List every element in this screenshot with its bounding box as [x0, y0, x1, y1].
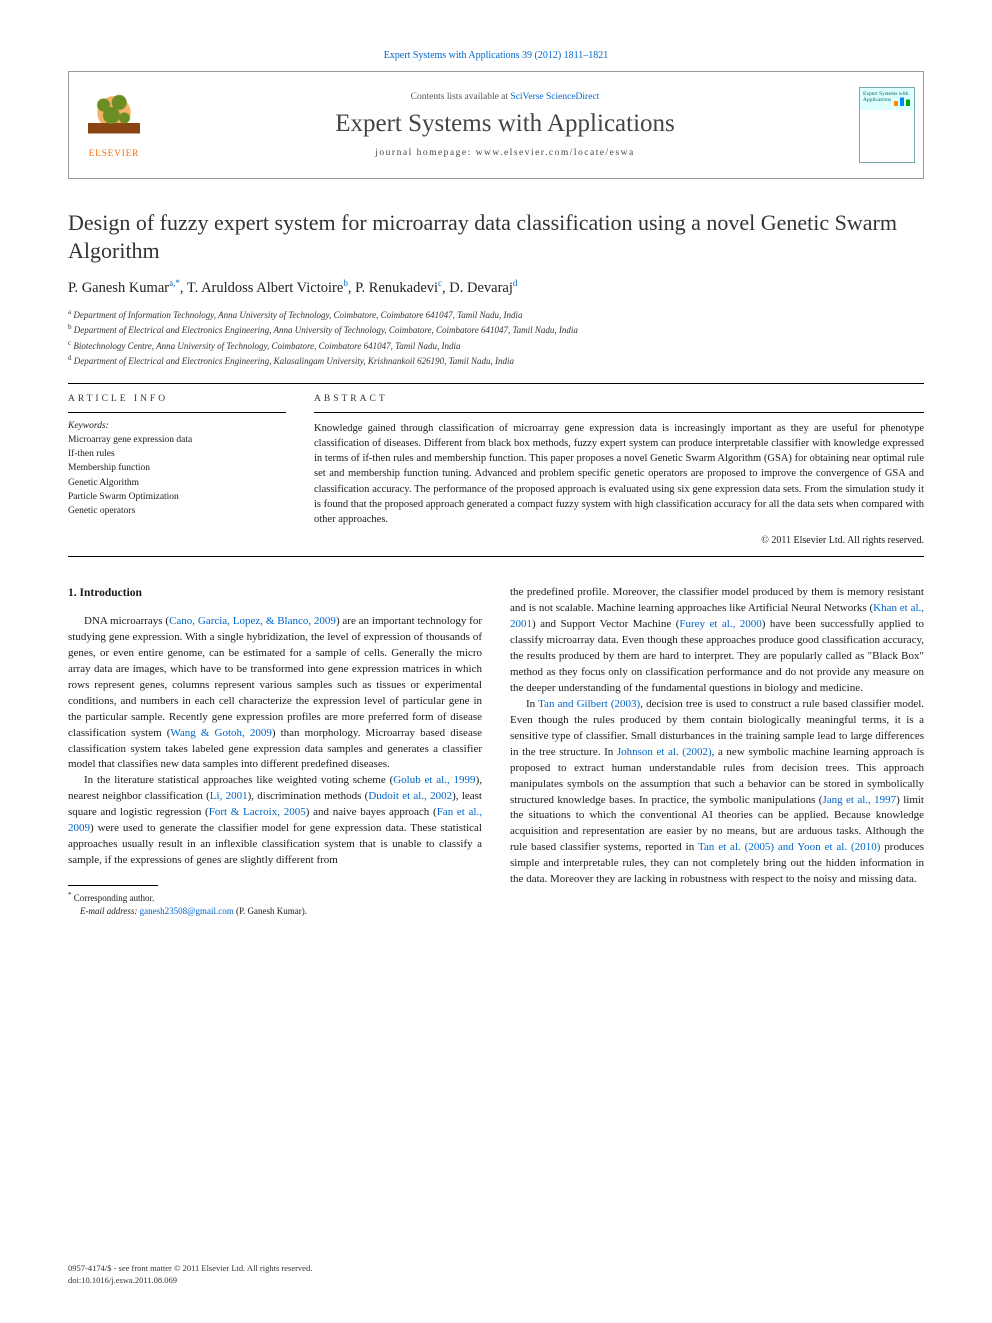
t: ) are an important technology for studyi…: [68, 615, 482, 739]
kw-4: Particle Swarm Optimization: [68, 490, 286, 504]
affil-2-text: Biotechnology Centre, Anna University of…: [73, 341, 460, 351]
corr-label: Corresponding author.: [74, 893, 155, 903]
elsevier-logo: ELSEVIER: [69, 72, 159, 178]
affil-1-mark: b: [68, 323, 72, 331]
ref-cano-2009[interactable]: Cano, Garcia, Lopez, & Blanco, 2009: [169, 615, 336, 627]
col1-p1: DNA microarrays (Cano, Garcia, Lopez, & …: [68, 614, 482, 773]
ref-dudoit-2002[interactable]: Dudoit et al., 2002: [368, 790, 452, 802]
ref-jang-1997[interactable]: Jang et al., 1997: [822, 794, 896, 806]
affil-0-mark: a: [68, 308, 71, 316]
column-right: the predefined profile. Moreover, the cl…: [510, 585, 924, 917]
corresponding-author: * Corresponding author. E-mail address: …: [68, 891, 482, 917]
t: the predefined profile. Moreover, the cl…: [510, 586, 924, 614]
footer-block: 0957-4174/$ - see front matter © 2011 El…: [68, 1263, 312, 1287]
email-label: E-mail address:: [80, 906, 140, 916]
homepage-link[interactable]: www.elsevier.com/locate/eswa: [476, 148, 635, 158]
contents-line: Contents lists available at SciVerse Sci…: [411, 92, 600, 102]
author-0-name: P. Ganesh Kumar: [68, 280, 169, 296]
col2-p2: In Tan and Gilbert (2003), decision tree…: [510, 697, 924, 888]
col2-p1: the predefined profile. Moreover, the cl…: [510, 585, 924, 697]
journal-reference: Expert Systems with Applications 39 (201…: [68, 50, 924, 61]
corr-star: *: [68, 891, 72, 899]
ref-tan-yoon[interactable]: Tan et al. (2005) and Yoon et al. (2010): [698, 841, 880, 853]
paper-title: Design of fuzzy expert system for microa…: [68, 209, 924, 264]
t: ) and Support Vector Machine (: [532, 618, 679, 630]
body-columns: 1. Introduction DNA microarrays (Cano, G…: [68, 585, 924, 917]
meta-row: ARTICLE INFO Keywords: Microarray gene e…: [68, 394, 924, 547]
t: ) were used to generate the classifier m…: [68, 822, 482, 866]
col1-p2: In the literature statistical approaches…: [68, 773, 482, 869]
footer-line1: 0957-4174/$ - see front matter © 2011 El…: [68, 1263, 312, 1275]
t: In: [526, 698, 538, 710]
contents-prefix: Contents lists available at: [411, 92, 511, 102]
journal-header: ELSEVIER Contents lists available at Sci…: [68, 71, 924, 179]
abstract-block: ABSTRACT Knowledge gained through classi…: [314, 394, 924, 547]
column-left: 1. Introduction DNA microarrays (Cano, G…: [68, 585, 482, 917]
author-1-name: T. Aruldoss Albert Victoire: [187, 280, 343, 296]
affil-0-text: Department of Information Technology, An…: [73, 310, 522, 320]
footer-line2: doi:10.1016/j.eswa.2011.08.069: [68, 1275, 312, 1287]
affil-1-text: Department of Electrical and Electronics…: [74, 325, 578, 335]
abstract-head: ABSTRACT: [314, 394, 924, 404]
article-info-block: ARTICLE INFO Keywords: Microarray gene e…: [68, 394, 286, 547]
ref-fort-2005[interactable]: Fort & Lacroix, 2005: [209, 806, 306, 818]
affiliations: a Department of Information Technology, …: [68, 307, 924, 369]
kw-3: Genetic Algorithm: [68, 476, 286, 490]
article-info-head: ARTICLE INFO: [68, 394, 286, 404]
kw-1: If-then rules: [68, 447, 286, 461]
elsevier-tree-icon: [88, 92, 140, 144]
kw-2: Membership function: [68, 461, 286, 475]
kw-0: Microarray gene expression data: [68, 433, 286, 447]
journal-cover-thumb: Expert Systems with Applications: [851, 72, 923, 178]
header-center: Contents lists available at SciVerse Sci…: [159, 72, 851, 178]
meta-left-rule: [68, 412, 286, 413]
author-3-name: D. Devaraj: [449, 280, 513, 296]
section-1-head: 1. Introduction: [68, 585, 482, 602]
ref-li-2001[interactable]: Li, 2001: [210, 790, 248, 802]
author-3-marks: d: [513, 278, 518, 288]
ref-golub-1999[interactable]: Golub et al., 1999: [393, 774, 475, 786]
homepage-prefix: journal homepage:: [375, 148, 475, 158]
ref-furey-2000[interactable]: Furey et al., 2000: [679, 618, 761, 630]
author-0-marks: a,*: [169, 278, 180, 288]
affil-3-text: Department of Electrical and Electronics…: [74, 356, 514, 366]
cover-bars-icon: [894, 94, 910, 106]
corr-separator: [68, 885, 158, 886]
abstract-text: Knowledge gained through classification …: [314, 421, 924, 528]
cover-mini: Expert Systems with Applications: [859, 87, 915, 163]
affil-3-mark: d: [68, 354, 72, 362]
publisher-name: ELSEVIER: [89, 148, 140, 158]
author-2-marks: c: [438, 278, 442, 288]
t: DNA microarrays (: [84, 615, 169, 627]
ref-tan-2003[interactable]: Tan and Gilbert (2003): [538, 698, 640, 710]
divider-bottom: [68, 556, 924, 557]
divider-top: [68, 383, 924, 384]
meta-right-rule: [314, 412, 924, 413]
t: ), discrimination methods (: [248, 790, 369, 802]
kw-5: Genetic operators: [68, 504, 286, 518]
author-2-name: P. Renukadevi: [355, 280, 438, 296]
corr-email-who: (P. Ganesh Kumar).: [234, 906, 307, 916]
sciencedirect-link[interactable]: SciVerse ScienceDirect: [510, 92, 599, 102]
authors-line: P. Ganesh Kumara,*, T. Aruldoss Albert V…: [68, 278, 924, 297]
affil-2-mark: c: [68, 339, 71, 347]
ref-johnson-2002[interactable]: Johnson et al. (2002): [617, 746, 712, 758]
t: In the literature statistical approaches…: [84, 774, 393, 786]
keywords-list: Microarray gene expression data If-then …: [68, 433, 286, 519]
abstract-copyright: © 2011 Elsevier Ltd. All rights reserved…: [314, 535, 924, 546]
keywords-label: Keywords:: [68, 421, 286, 431]
journal-name: Expert Systems with Applications: [335, 110, 675, 138]
ref-wang-2009[interactable]: Wang & Gotoh, 2009: [170, 727, 271, 739]
corr-email-link[interactable]: ganesh23508@gmail.com: [140, 906, 234, 916]
journal-homepage: journal homepage: www.elsevier.com/locat…: [375, 148, 634, 158]
author-1-marks: b: [343, 278, 348, 288]
t: ) and naive bayes approach (: [306, 806, 437, 818]
